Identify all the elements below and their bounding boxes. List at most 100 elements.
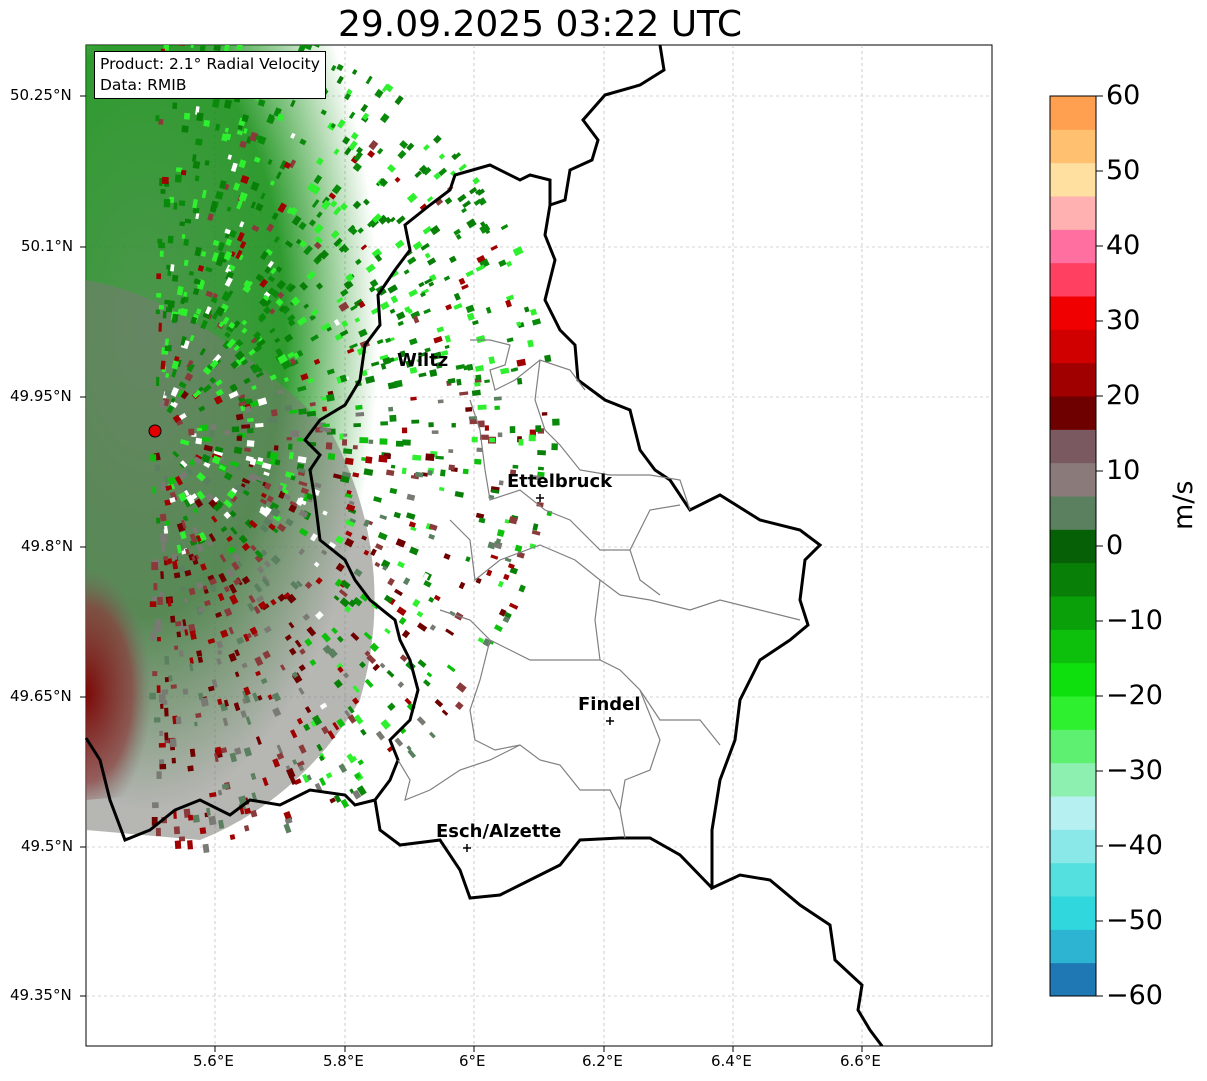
echo-gate bbox=[184, 598, 189, 604]
echo-gate bbox=[355, 404, 363, 410]
echo-gate bbox=[397, 150, 407, 160]
echo-gate bbox=[274, 459, 281, 466]
echo-gate bbox=[451, 153, 458, 160]
echo-gate bbox=[551, 443, 558, 451]
echo-gate bbox=[193, 456, 203, 465]
echo-gate bbox=[283, 493, 291, 501]
echo-gate bbox=[377, 214, 389, 225]
colorbar-segment bbox=[1050, 629, 1096, 664]
echo-gate bbox=[520, 453, 526, 458]
echo-gate bbox=[254, 656, 264, 667]
echo-gate bbox=[195, 437, 203, 445]
echo-gate bbox=[368, 285, 376, 293]
echo-gate bbox=[190, 316, 198, 325]
echo-gate bbox=[203, 119, 211, 127]
echo-gate bbox=[422, 166, 432, 176]
echo-gate bbox=[181, 234, 186, 239]
echo-gate bbox=[279, 160, 288, 170]
echo-gate bbox=[379, 662, 386, 669]
echo-gate bbox=[397, 681, 405, 688]
echo-gate bbox=[164, 338, 170, 346]
echo-gate bbox=[471, 389, 481, 397]
echo-gate bbox=[263, 306, 272, 315]
echo-gate bbox=[228, 390, 239, 399]
echo-gate bbox=[352, 789, 362, 800]
echo-gate bbox=[344, 493, 353, 499]
echo-gate bbox=[196, 472, 206, 482]
echo-gate bbox=[341, 320, 349, 328]
echo-gate bbox=[390, 295, 399, 304]
echo-gate bbox=[366, 654, 377, 665]
echo-gate bbox=[230, 162, 238, 173]
echo-gate bbox=[289, 409, 298, 415]
echo-gate bbox=[170, 400, 178, 409]
echo-gate bbox=[251, 384, 257, 391]
echo-gate bbox=[240, 358, 249, 366]
echo-gate bbox=[345, 503, 356, 512]
echo-gate bbox=[329, 797, 336, 804]
echo-gate bbox=[163, 525, 169, 534]
echo-gate bbox=[241, 424, 251, 429]
colorbar bbox=[1050, 96, 1096, 997]
echo-gate bbox=[160, 189, 166, 194]
echo-gate bbox=[187, 765, 194, 772]
echo-gate bbox=[438, 486, 445, 492]
echo-gate bbox=[159, 178, 163, 187]
echo-gate bbox=[386, 669, 395, 678]
echo-gate bbox=[300, 487, 310, 495]
echo-gate bbox=[419, 291, 426, 298]
echo-gate bbox=[344, 92, 351, 101]
echo-gate bbox=[227, 546, 236, 554]
echo-gate bbox=[456, 378, 462, 386]
echo-gate bbox=[304, 581, 313, 590]
echo-gate bbox=[385, 469, 395, 476]
lon-tick-label: 6.6°E bbox=[840, 1052, 881, 1070]
echo-gate bbox=[215, 746, 222, 756]
echo-gate bbox=[169, 496, 176, 503]
echo-gate bbox=[389, 308, 396, 314]
echo-gate bbox=[428, 596, 435, 603]
echo-gate bbox=[260, 677, 268, 685]
echo-gate bbox=[175, 167, 183, 173]
echo-gate bbox=[167, 300, 175, 308]
echo-gate bbox=[531, 530, 541, 536]
echo-gate bbox=[508, 602, 519, 610]
echo-gate bbox=[409, 366, 418, 374]
echo-gate bbox=[353, 423, 361, 428]
echo-gate bbox=[477, 404, 487, 410]
echo-gate bbox=[388, 357, 395, 363]
echo-gate bbox=[236, 356, 244, 365]
echo-gate bbox=[223, 99, 233, 109]
echo-gate bbox=[451, 423, 456, 428]
echo-gate bbox=[463, 364, 472, 371]
echo-gate bbox=[169, 738, 177, 748]
echo-gate bbox=[369, 642, 380, 652]
echo-gate bbox=[296, 437, 304, 442]
echo-gate bbox=[269, 308, 276, 315]
echo-gate bbox=[242, 489, 250, 497]
echo-gate bbox=[422, 572, 430, 580]
echo-gate bbox=[339, 597, 350, 608]
echo-gate bbox=[274, 337, 281, 344]
echo-gate bbox=[180, 390, 189, 400]
echo-gate bbox=[491, 489, 500, 494]
echo-gate bbox=[395, 440, 404, 447]
echo-gate bbox=[401, 629, 411, 639]
echo-gate bbox=[239, 394, 246, 399]
echo-gate bbox=[371, 213, 382, 224]
echo-gate bbox=[207, 638, 216, 645]
echo-gate bbox=[416, 610, 424, 618]
echo-gate bbox=[286, 206, 293, 214]
echo-gate bbox=[286, 593, 297, 604]
echo-gate bbox=[320, 322, 331, 332]
echo-gate bbox=[440, 350, 449, 357]
echo-gate bbox=[365, 75, 373, 85]
echo-gate bbox=[189, 533, 198, 544]
echo-gate bbox=[171, 314, 177, 324]
echo-gate bbox=[236, 560, 243, 568]
echo-gate bbox=[236, 435, 242, 441]
echo-gate bbox=[296, 349, 304, 357]
echo-gate bbox=[179, 307, 189, 317]
echo-gate bbox=[180, 169, 187, 176]
radar-echoes bbox=[86, 45, 560, 854]
